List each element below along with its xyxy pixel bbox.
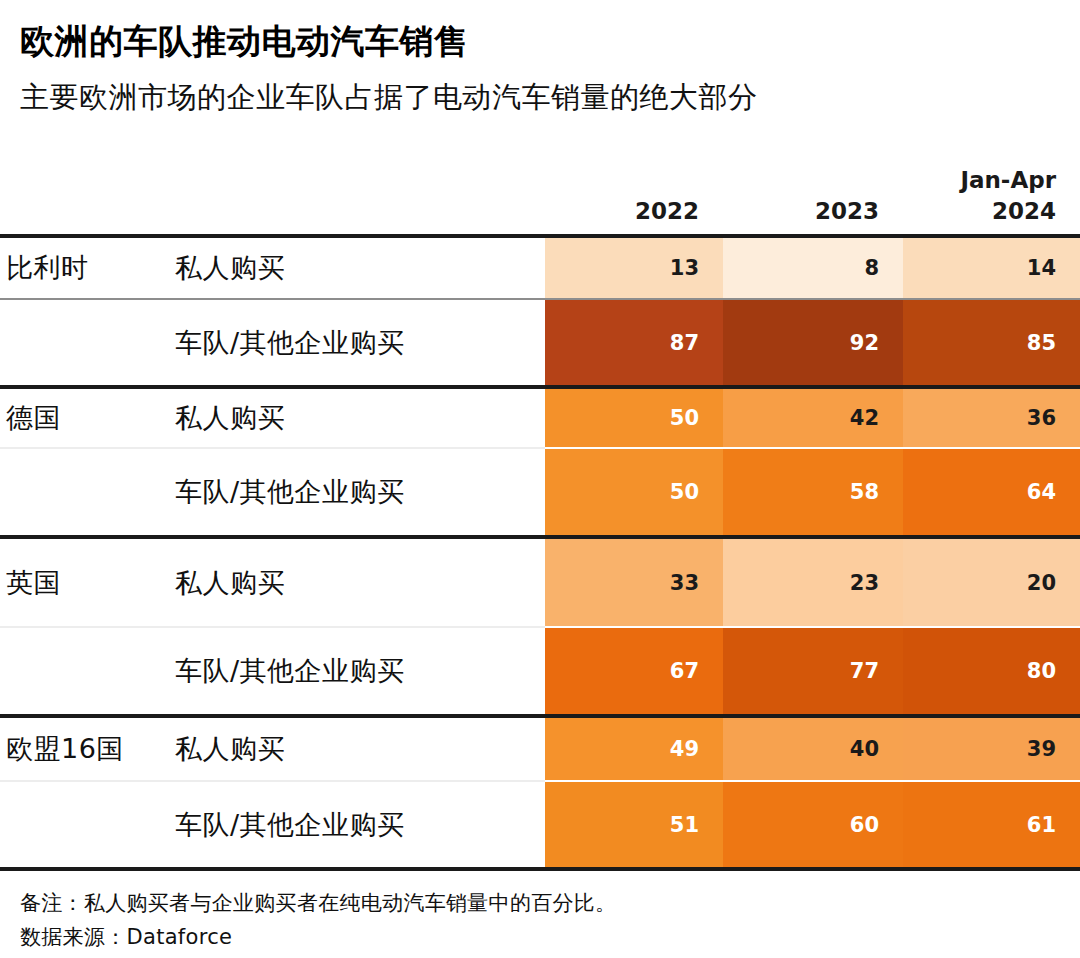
country-label: 英国: [0, 539, 170, 626]
buyer-type-label: 车队/其他企业购买: [170, 628, 545, 714]
value-cell: 92: [723, 300, 903, 385]
value-cell: 13: [545, 238, 723, 298]
value-cell: 14: [903, 238, 1080, 298]
value-cell: 87: [545, 300, 723, 385]
value-cell: 58: [723, 449, 903, 535]
buyer-type-label: 私人购买: [170, 539, 545, 626]
country-label: [0, 300, 170, 385]
chart-header: 欧洲的车队推动电动汽车销售 主要欧洲市场的企业车队占据了电动汽车销量的绝大部分: [0, 0, 1080, 116]
value-cell: 51: [545, 782, 723, 867]
buyer-type-label: 车队/其他企业购买: [170, 782, 545, 867]
value-cell: 60: [723, 782, 903, 867]
col-header-2024: Jan-Apr 2024: [903, 165, 1080, 234]
buyer-type-label: 车队/其他企业购买: [170, 449, 545, 535]
col-header-2022: 2022: [545, 196, 723, 234]
table-row-uk-private: 英国 私人购买 33 23 20: [0, 539, 1080, 626]
value-cell: 40: [723, 718, 903, 780]
value-cell: 33: [545, 539, 723, 626]
value-cell: 8: [723, 238, 903, 298]
table-row-belgium-private: 比利时 私人购买 13 8 14: [0, 238, 1080, 298]
country-label: [0, 782, 170, 867]
country-label: 欧盟16国: [0, 718, 170, 780]
buyer-type-label: 私人购买: [170, 718, 545, 780]
table-row-eu16-fleet: 车队/其他企业购买 51 60 61: [0, 782, 1080, 867]
value-cell: 50: [545, 389, 723, 447]
value-cell: 39: [903, 718, 1080, 780]
source-text: 数据来源：Dataforce: [20, 921, 1060, 955]
value-cell: 23: [723, 539, 903, 626]
country-label: 比利时: [0, 238, 170, 298]
country-label: [0, 628, 170, 714]
value-cell: 49: [545, 718, 723, 780]
note-text: 备注：私人购买者与企业购买者在纯电动汽车销量中的百分比。: [20, 887, 1060, 921]
table-row-eu16-private: 欧盟16国 私人购买 49 40 39: [0, 718, 1080, 780]
value-cell: 42: [723, 389, 903, 447]
value-cell: 36: [903, 389, 1080, 447]
table-row-uk-fleet: 车队/其他企业购买 67 77 80: [0, 628, 1080, 714]
table-row-germany-private: 德国 私人购买 50 42 36: [0, 389, 1080, 447]
page-subtitle: 主要欧洲市场的企业车队占据了电动汽车销量的绝大部分: [20, 79, 1060, 117]
value-cell: 85: [903, 300, 1080, 385]
col-header-2024-line1: Jan-Apr: [903, 165, 1056, 195]
value-cell: 67: [545, 628, 723, 714]
value-cell: 77: [723, 628, 903, 714]
table-row-germany-fleet: 车队/其他企业购买 50 58 64: [0, 449, 1080, 535]
country-label: 德国: [0, 389, 170, 447]
buyer-type-label: 私人购买: [170, 238, 545, 298]
value-cell: 64: [903, 449, 1080, 535]
buyer-type-label: 私人购买: [170, 389, 545, 447]
value-cell: 50: [545, 449, 723, 535]
column-headers: 2022 2023 Jan-Apr 2024: [0, 162, 1080, 234]
value-cell: 61: [903, 782, 1080, 867]
table-row-belgium-fleet: 车队/其他企业购买 87 92 85: [0, 300, 1080, 385]
col-header-2023: 2023: [723, 196, 903, 234]
chart-canvas: 欧洲的车队推动电动汽车销售 主要欧洲市场的企业车队占据了电动汽车销量的绝大部分 …: [0, 0, 1080, 958]
country-label: [0, 449, 170, 535]
value-cell: 80: [903, 628, 1080, 714]
value-cell: 20: [903, 539, 1080, 626]
col-header-2024-line2: 2024: [903, 196, 1056, 226]
buyer-type-label: 车队/其他企业购买: [170, 300, 545, 385]
page-title: 欧洲的车队推动电动汽车销售: [20, 20, 1060, 63]
footnote: 备注：私人购买者与企业购买者在纯电动汽车销量中的百分比。 数据来源：Datafo…: [0, 871, 1080, 954]
